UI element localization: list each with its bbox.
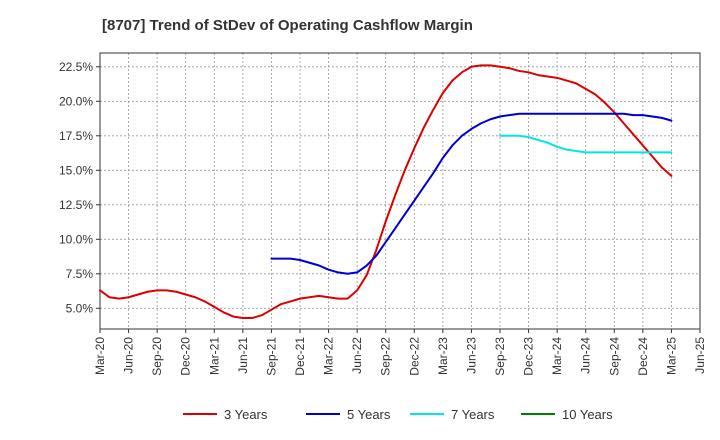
plot-frame (99, 52, 701, 330)
x-tick-label: Jun-25 (693, 337, 707, 374)
x-tick-label: Mar-23 (436, 337, 450, 375)
grid (99, 53, 701, 329)
y-tick-label: 20.0% (59, 94, 93, 108)
legend-label-5-years: 5 Years (347, 407, 391, 422)
y-tick-label: 12.5% (59, 198, 93, 212)
x-tick-label: Dec-20 (179, 337, 193, 376)
x-tick-label: Dec-21 (293, 337, 307, 376)
x-tick-label: Sep-23 (493, 337, 507, 376)
x-tick-label: Mar-24 (550, 337, 564, 375)
x-tick-label: Mar-20 (93, 337, 107, 375)
chart-title: [8707] Trend of StDev of Operating Cashf… (102, 17, 473, 34)
x-tick-label: Mar-21 (207, 337, 221, 375)
legend-label-7-years: 7 Years (451, 407, 495, 422)
legend-label-10-years: 10 Years (562, 407, 613, 422)
series-line-5-years (270, 112, 673, 275)
y-axis: 5.0% 7.5% 10.0% 12.5% 15.0% 17.5% 20.0% 22.5% (59, 60, 100, 315)
x-tick-label: Mar-22 (322, 337, 336, 375)
x-tick-label: Jun-20 (122, 337, 136, 374)
x-tick-label: Sep-21 (264, 337, 278, 376)
x-tick-label: Jun-21 (236, 337, 250, 374)
y-tick-label: 10.0% (59, 232, 93, 246)
x-tick-label: Sep-20 (150, 337, 164, 376)
y-tick-label: 22.5% (59, 60, 93, 74)
x-tick-label: Jun-24 (579, 337, 593, 374)
legend-label-3-years: 3 Years (224, 407, 268, 422)
y-tick-label: 5.0% (66, 301, 94, 315)
legend: 3 Years 5 Years 7 Years 10 Years (183, 407, 613, 422)
x-tick-label: Jun-22 (350, 337, 364, 374)
x-axis: Mar-20 Jun-20 Sep-20 Dec-20 Mar-21 Jun-21 Sep-… (93, 329, 707, 376)
x-tick-label: Sep-22 (379, 337, 393, 376)
x-tick-label: Dec-23 (522, 337, 536, 376)
x-tick-label: Mar-25 (664, 337, 678, 375)
series-lines (99, 64, 673, 319)
x-tick-label: Dec-22 (407, 337, 421, 376)
y-tick-label: 7.5% (66, 267, 94, 281)
x-tick-label: Sep-24 (607, 337, 621, 376)
x-tick-label: Dec-24 (636, 337, 650, 376)
y-tick-label: 17.5% (59, 129, 93, 143)
y-tick-label: 15.0% (59, 163, 93, 177)
series-line-3-years (99, 64, 673, 319)
series-line-7-years (499, 134, 673, 154)
x-tick-label: Jun-23 (464, 337, 478, 374)
